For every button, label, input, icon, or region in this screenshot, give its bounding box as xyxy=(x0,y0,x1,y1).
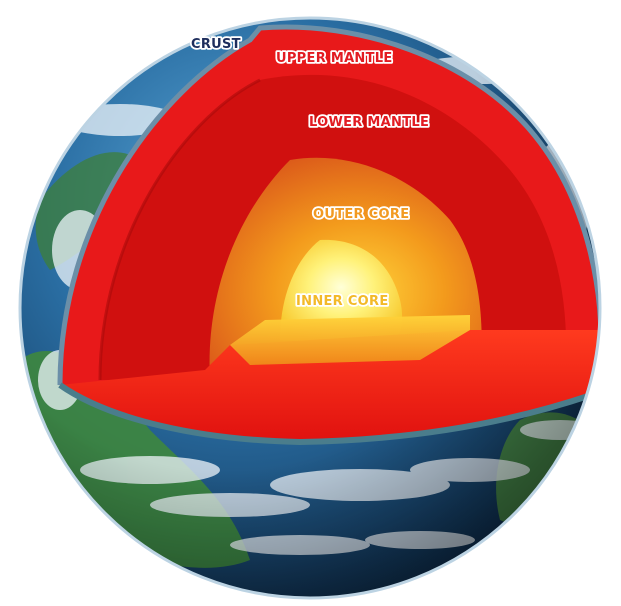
core-floor xyxy=(230,315,470,365)
mantle-floor xyxy=(60,330,600,442)
globe-outline xyxy=(18,16,602,600)
globe xyxy=(20,18,600,598)
crust-rim xyxy=(57,24,600,386)
label-inner-core: INNER CORE xyxy=(296,294,389,309)
label-crust: CRUST xyxy=(191,37,241,52)
label-outer-core: OUTER CORE xyxy=(313,207,409,222)
lower-mantle-edge xyxy=(98,78,261,381)
label-lower-mantle: LOWER MANTLE xyxy=(309,115,429,130)
label-upper-mantle: UPPER MANTLE xyxy=(276,51,393,66)
floor-crust-edge xyxy=(58,382,600,446)
